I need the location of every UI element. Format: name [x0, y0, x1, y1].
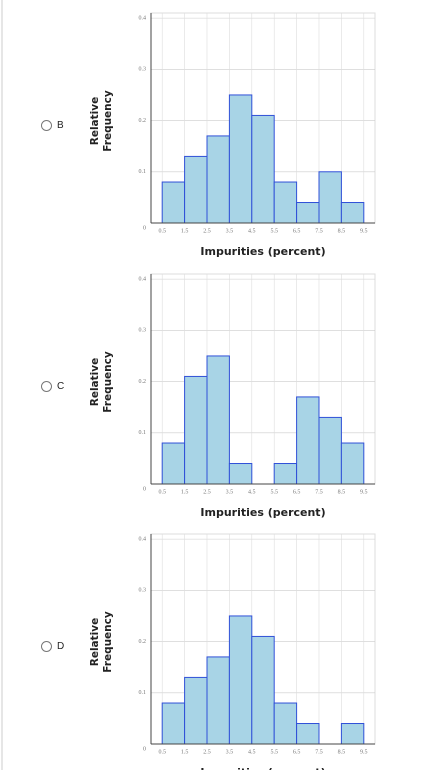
x-tick-label: 3.5: [226, 228, 234, 234]
y-tick-label: 0.4: [139, 15, 147, 21]
y-tick-label: 0.4: [139, 276, 147, 282]
x-tick-label: 9.5: [360, 749, 368, 755]
x-tick-label: 1.5: [181, 228, 189, 234]
y-tick-label: 0.2: [139, 118, 147, 124]
bar: [273, 463, 298, 485]
bar: [228, 463, 253, 485]
x-tick-label: 4.5: [248, 489, 256, 495]
y-tick-label: 0: [143, 486, 146, 492]
x-tick-label: 6.5: [293, 489, 301, 495]
x-tick-label: 2.5: [203, 489, 211, 495]
y-axis-label: Relative Frequency: [89, 611, 114, 673]
radio-button[interactable]: [41, 120, 52, 131]
x-tick-label: 9.5: [360, 489, 368, 495]
bar: [206, 656, 230, 745]
y-tick-label: 0: [143, 225, 146, 231]
option-label[interactable]: D: [57, 641, 65, 652]
option[interactable]: D: [41, 641, 64, 652]
bar: [340, 202, 365, 224]
bar: [318, 416, 342, 485]
y-tick-label: 0.3: [139, 588, 147, 594]
x-tick-label: 2.5: [203, 228, 211, 234]
x-tick-label: 7.5: [315, 489, 323, 495]
bar: [184, 676, 208, 745]
y-tick-label: 0.1: [139, 690, 147, 696]
y-tick-label: 0: [143, 746, 146, 752]
x-tick-label: 5.5: [270, 749, 278, 755]
bar: [340, 723, 365, 745]
bar: [161, 702, 186, 745]
bar: [296, 396, 320, 485]
bar: [340, 442, 365, 485]
x-tick-label: 9.5: [360, 228, 368, 234]
y-axis-label: Relative Frequency: [89, 351, 114, 413]
x-tick-label: 6.5: [293, 749, 301, 755]
bar: [161, 181, 186, 224]
x-tick-label: 8.5: [338, 228, 346, 234]
y-axis-label: Relative Frequency: [89, 90, 114, 152]
bar: [273, 181, 298, 224]
x-tick-label: 2.5: [203, 749, 211, 755]
x-tick-label: 3.5: [226, 749, 234, 755]
radio-button[interactable]: [41, 381, 52, 392]
option-label[interactable]: B: [57, 120, 64, 131]
x-tick-label: 3.5: [226, 489, 234, 495]
bar: [273, 702, 298, 745]
y-tick-label: 0.1: [139, 169, 147, 175]
bar: [206, 355, 230, 485]
x-tick-label: 8.5: [338, 749, 346, 755]
bar: [251, 114, 275, 224]
x-tick-label: 6.5: [293, 228, 301, 234]
x-tick-label: 4.5: [248, 228, 256, 234]
x-axis-label: Impurities (percent): [200, 506, 325, 519]
bar: [184, 375, 208, 485]
radio-button[interactable]: [41, 641, 52, 652]
x-axis-label: Impurities (percent): [200, 766, 325, 770]
y-tick-label: 0.2: [139, 639, 147, 645]
bar: [296, 723, 320, 745]
x-axis-label: Impurities (percent): [200, 245, 325, 258]
option[interactable]: B: [41, 120, 64, 131]
x-tick-label: 7.5: [315, 749, 323, 755]
y-tick-label: 0.3: [139, 67, 147, 73]
bar: [318, 171, 342, 224]
bar: [184, 155, 208, 224]
x-tick-label: 0.5: [158, 228, 166, 234]
x-tick-label: 0.5: [158, 489, 166, 495]
y-tick-label: 0.2: [139, 379, 147, 385]
option[interactable]: C: [41, 381, 64, 392]
bar: [161, 442, 186, 485]
x-tick-label: 5.5: [270, 228, 278, 234]
bar: [206, 135, 230, 224]
x-tick-label: 0.5: [158, 749, 166, 755]
y-tick-label: 0.4: [139, 536, 147, 542]
y-tick-label: 0.1: [139, 430, 147, 436]
x-tick-label: 8.5: [338, 489, 346, 495]
bar: [296, 202, 320, 224]
x-tick-label: 7.5: [315, 228, 323, 234]
x-tick-label: 1.5: [181, 489, 189, 495]
option-label[interactable]: C: [57, 381, 65, 392]
y-tick-label: 0.3: [139, 328, 147, 334]
x-tick-label: 1.5: [181, 749, 189, 755]
x-tick-label: 4.5: [248, 749, 256, 755]
x-tick-label: 5.5: [270, 489, 278, 495]
bar: [228, 615, 253, 745]
bar: [228, 94, 253, 224]
bar: [251, 635, 275, 745]
